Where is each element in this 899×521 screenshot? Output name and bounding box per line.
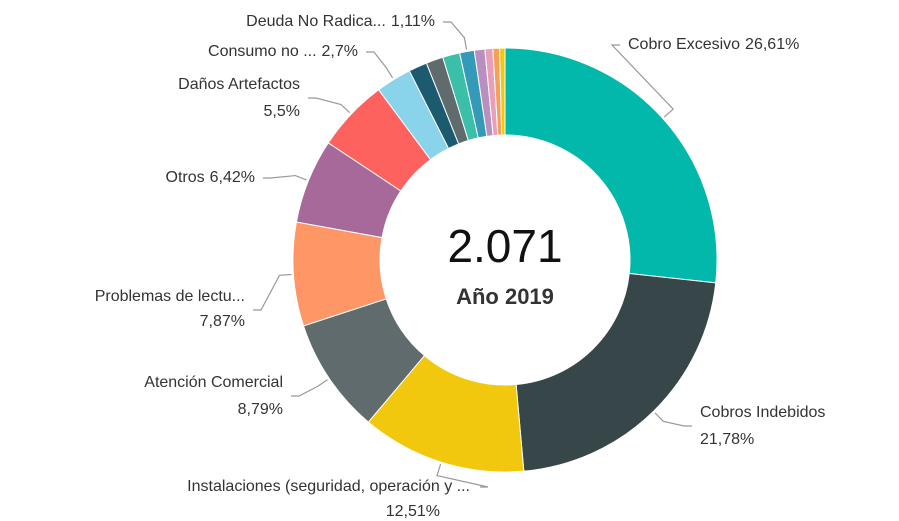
slice-label: Deuda No Radica... 1,11% [246, 13, 435, 30]
donut-slice [504, 47, 718, 284]
value-label: 26,61% [745, 36, 799, 53]
leader-line [291, 379, 328, 397]
value-label: 7,87% [200, 313, 245, 330]
donut-slice [515, 272, 717, 472]
slice-label: Consumo no ... 2,7% [208, 43, 358, 60]
category-label: Problemas de lectu... [95, 288, 245, 305]
category-label: Consumo no ... [208, 43, 317, 60]
value-label: 21,78% [700, 431, 754, 448]
category-label: Deuda No Radica... [246, 13, 386, 30]
leader-line [436, 463, 489, 488]
leader-line [443, 21, 468, 50]
slice-label: Cobro Excesivo 26,61% [628, 36, 799, 53]
leader-line [308, 97, 351, 114]
category-label: Cobro Excesivo [628, 36, 740, 53]
leader-line [253, 273, 292, 311]
value-label: 8,79% [238, 401, 283, 418]
center-value: 2.071 [447, 220, 562, 272]
category-label: Otros [166, 169, 205, 186]
value-label: 12,51% [386, 503, 440, 520]
category-label: Daños Artefactos [178, 76, 300, 93]
slice-label: Otros 6,42% [166, 169, 256, 186]
category-label: Instalaciones (seguridad, operación y ..… [187, 478, 470, 495]
donut-slice [499, 47, 506, 136]
value-label: 1,11% [391, 13, 435, 30]
value-label: 2,7% [322, 43, 358, 60]
leader-line [654, 412, 692, 427]
value-label: 6,42% [210, 169, 255, 186]
leader-line [610, 44, 675, 118]
category-label: Atención Comercial [144, 374, 283, 391]
value-label: 5,5% [264, 103, 300, 120]
leader-line [366, 51, 394, 79]
center-subtitle: Año 2019 [456, 284, 554, 309]
category-label: Cobros Indebidos [700, 404, 825, 421]
leader-line [263, 174, 307, 181]
